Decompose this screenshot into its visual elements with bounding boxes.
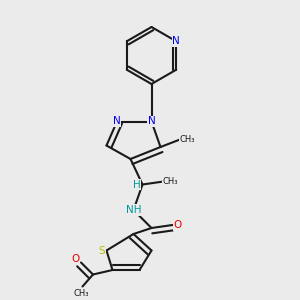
Text: CH₃: CH₃ — [180, 135, 195, 144]
Text: CH₃: CH₃ — [162, 177, 178, 186]
Text: N: N — [172, 36, 180, 46]
Text: H: H — [133, 179, 141, 190]
Text: NH: NH — [126, 205, 141, 215]
Text: N: N — [113, 116, 121, 127]
Text: O: O — [71, 254, 80, 265]
Text: N: N — [148, 116, 155, 127]
Text: CH₃: CH₃ — [73, 289, 89, 298]
Text: S: S — [99, 245, 105, 256]
Text: O: O — [174, 220, 182, 230]
